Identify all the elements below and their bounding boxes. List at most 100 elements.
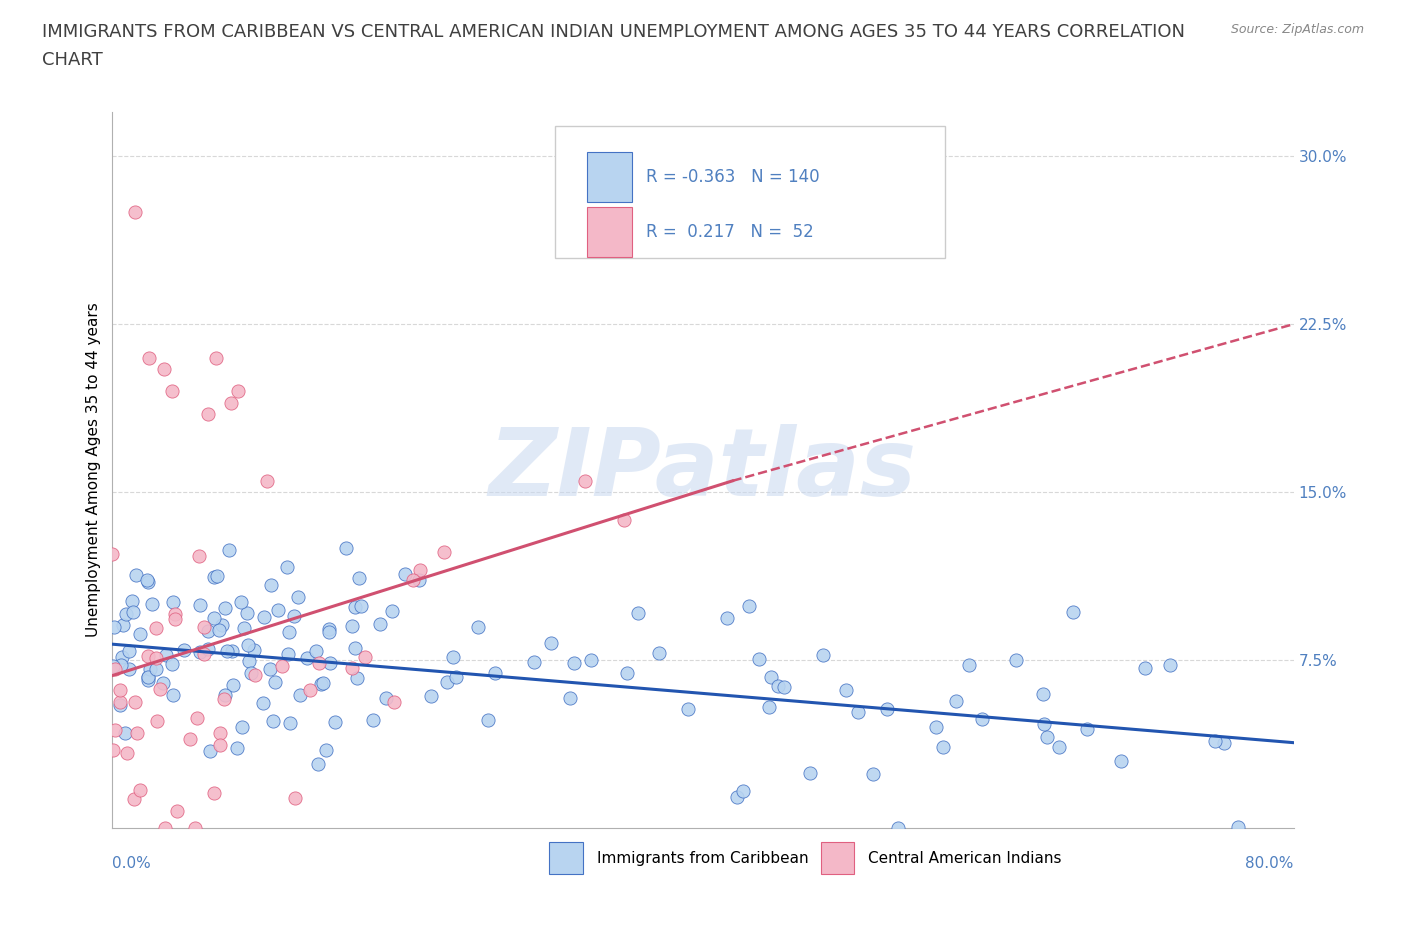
Point xyxy=(267,603,290,618)
Point xyxy=(932,739,955,754)
Point xyxy=(219,395,242,410)
Point xyxy=(799,766,821,781)
Point xyxy=(1159,658,1181,673)
Point xyxy=(124,695,146,710)
Point xyxy=(124,791,146,806)
Point xyxy=(308,656,330,671)
Point xyxy=(162,595,184,610)
Point xyxy=(1035,729,1057,744)
Text: R = -0.363   N = 140: R = -0.363 N = 140 xyxy=(647,168,820,186)
Point xyxy=(104,723,127,737)
Point xyxy=(323,714,346,729)
Point xyxy=(136,573,159,588)
Point xyxy=(238,653,260,668)
Point xyxy=(202,569,225,584)
Point xyxy=(183,820,205,835)
Point xyxy=(297,650,319,665)
Point xyxy=(233,620,256,635)
Point xyxy=(138,351,160,365)
Point xyxy=(221,644,243,658)
Point xyxy=(354,649,377,664)
Point xyxy=(382,695,405,710)
Bar xyxy=(588,207,633,258)
Point xyxy=(409,563,432,578)
Point xyxy=(252,696,274,711)
Point xyxy=(138,670,160,684)
Point xyxy=(229,595,252,610)
Point xyxy=(226,384,249,399)
Point xyxy=(957,658,980,672)
Point xyxy=(278,715,301,730)
Point xyxy=(579,653,602,668)
Point xyxy=(153,820,176,835)
Point xyxy=(118,661,141,676)
Point xyxy=(160,657,183,671)
Point xyxy=(343,640,366,655)
FancyBboxPatch shape xyxy=(555,126,945,259)
Y-axis label: Unemployment Among Ages 35 to 44 years: Unemployment Among Ages 35 to 44 years xyxy=(86,302,101,637)
Point xyxy=(202,611,225,626)
Point xyxy=(1032,686,1054,701)
Text: IMMIGRANTS FROM CARIBBEAN VS CENTRAL AMERICAN INDIAN UNEMPLOYMENT AMONG AGES 35 : IMMIGRANTS FROM CARIBBEAN VS CENTRAL AME… xyxy=(42,23,1185,41)
Point xyxy=(307,757,329,772)
Point xyxy=(115,745,138,760)
Point xyxy=(834,683,856,698)
Point xyxy=(243,643,266,658)
Point xyxy=(173,642,195,657)
Point xyxy=(114,726,136,741)
Bar xyxy=(588,153,633,202)
Text: ZIPatlas: ZIPatlas xyxy=(489,424,917,515)
Point xyxy=(101,743,124,758)
Point xyxy=(108,683,131,698)
Bar xyxy=(550,842,582,874)
Point xyxy=(122,604,145,619)
Point xyxy=(101,547,124,562)
Point xyxy=(152,675,174,690)
Point xyxy=(215,644,238,658)
Point xyxy=(1032,717,1054,732)
Point xyxy=(240,666,263,681)
Point xyxy=(738,598,761,613)
Point xyxy=(197,406,219,421)
Point xyxy=(141,596,163,611)
Point xyxy=(231,719,253,734)
Point xyxy=(1076,722,1098,737)
Point xyxy=(253,610,276,625)
Point xyxy=(125,567,148,582)
Point xyxy=(259,661,281,676)
Point xyxy=(129,782,152,797)
Point xyxy=(574,473,596,488)
Text: 80.0%: 80.0% xyxy=(1246,857,1294,871)
Point xyxy=(138,670,160,684)
Point xyxy=(288,687,311,702)
Point xyxy=(205,351,228,365)
Point xyxy=(876,701,898,716)
Point xyxy=(260,578,283,592)
Point xyxy=(436,674,458,689)
Point xyxy=(145,662,167,677)
Point xyxy=(211,618,233,632)
Point xyxy=(125,725,148,740)
Point xyxy=(344,600,367,615)
Point xyxy=(209,725,232,740)
Point xyxy=(402,573,425,588)
Point xyxy=(198,743,221,758)
Point xyxy=(104,661,127,676)
Point xyxy=(103,619,125,634)
Point xyxy=(315,742,337,757)
Point xyxy=(277,624,299,639)
Point xyxy=(1204,734,1226,749)
Point xyxy=(613,512,636,527)
Point xyxy=(226,740,249,755)
Point xyxy=(163,606,186,621)
Point xyxy=(111,649,134,664)
Point xyxy=(188,645,211,660)
Point xyxy=(347,570,370,585)
Point xyxy=(408,573,430,588)
Point xyxy=(112,618,135,632)
Point xyxy=(193,646,215,661)
Point xyxy=(139,661,162,676)
Point xyxy=(186,711,208,725)
Point xyxy=(432,544,454,559)
Point xyxy=(121,593,143,608)
